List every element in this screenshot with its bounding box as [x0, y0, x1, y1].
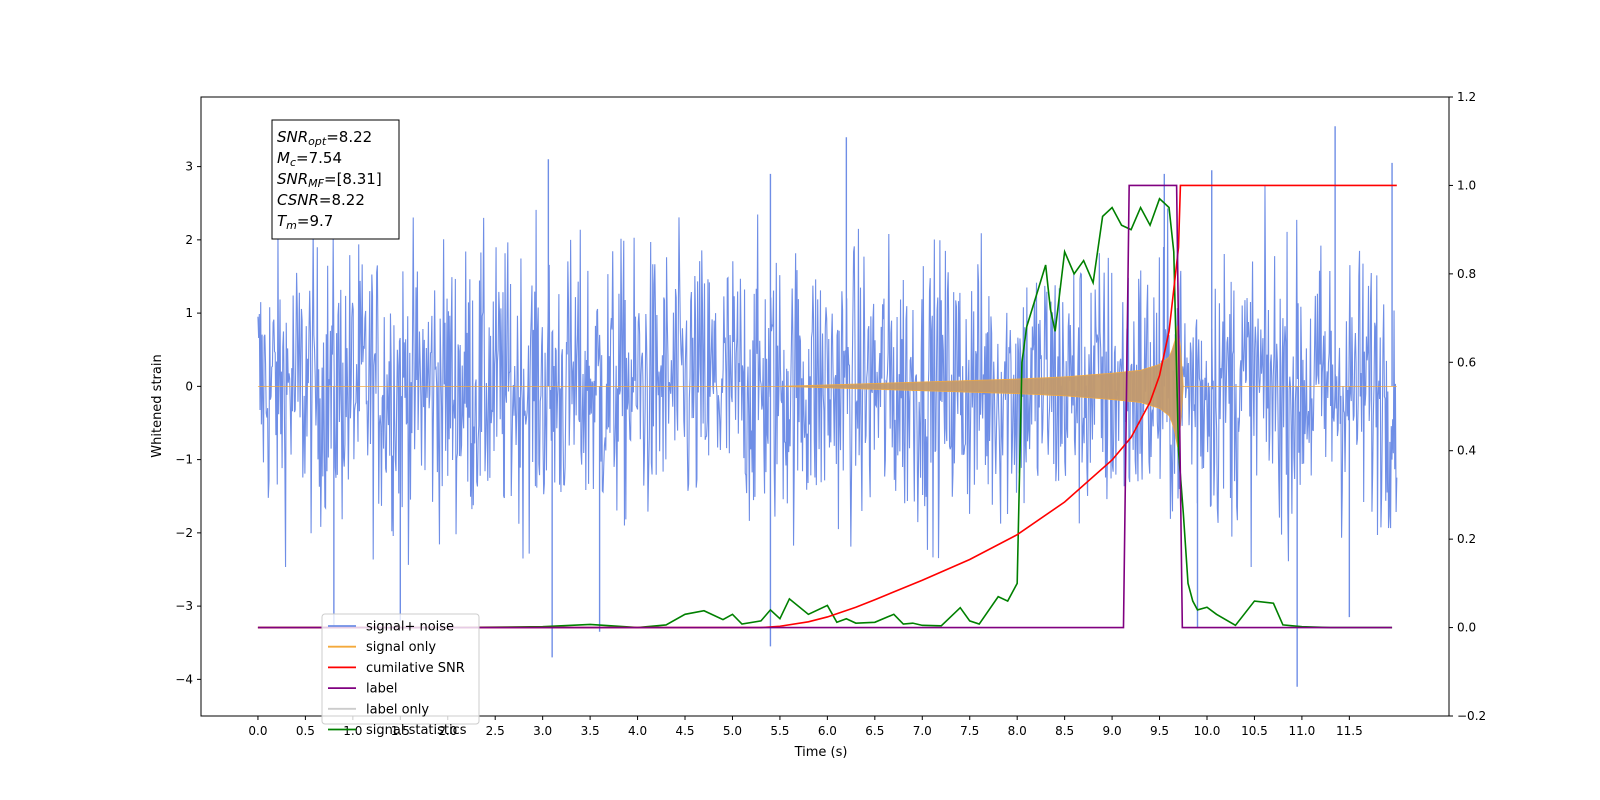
legend-entry: signal only	[366, 640, 436, 655]
x-tick-label: 4.0	[628, 724, 647, 738]
y2-tick-label: 0.0	[1457, 621, 1476, 635]
annotation-line: CSNR=8.22	[277, 191, 365, 209]
x-tick-label: 8.5	[1055, 724, 1074, 738]
x-tick-label: 8.0	[1008, 724, 1027, 738]
y-tick-label: 3	[185, 160, 193, 174]
y-tick-label: −1	[175, 453, 193, 467]
legend-entry: signal+ noise	[366, 620, 454, 635]
x-tick-label: 1.5	[391, 724, 410, 738]
y2-tick-label: 0.6	[1457, 355, 1476, 369]
x-tick-label: 6.5	[865, 724, 884, 738]
x-tick-label: 3.5	[581, 724, 600, 738]
label-line	[257, 184, 1393, 629]
y-tick-label: 2	[185, 233, 193, 247]
x-tick-label: 9.5	[1150, 724, 1169, 738]
x-tick-label: 7.5	[960, 724, 979, 738]
signal-noise-series	[257, 126, 1398, 687]
cumulative-snr-line	[257, 184, 1397, 629]
x-tick-label: 2.0	[438, 724, 457, 738]
x-tick-label: 6.0	[818, 724, 837, 738]
annotation-frame	[271, 119, 400, 240]
x-tick-label: 1.0	[343, 724, 362, 738]
x-axis-label: Time (s)	[794, 745, 848, 760]
legend-frame	[321, 613, 480, 725]
y-tick-label: −4	[175, 672, 193, 686]
y-tick-label: −2	[175, 526, 193, 540]
legend-entry: signal statistics	[366, 723, 467, 738]
x-tick-label: 3.0	[533, 724, 552, 738]
x-tick-label: 5.5	[770, 724, 789, 738]
x-tick-label: 2.5	[486, 724, 505, 738]
annotation-line: SNRopt=8.22	[277, 128, 372, 148]
legend-entry: label	[366, 682, 397, 697]
y2-tick-label: −0.2	[1457, 709, 1486, 723]
x-tick-label: 5.0	[723, 724, 742, 738]
legend: signal+ noise signal only cumilative SNR la…	[321, 613, 480, 738]
x-tick-label: 7.0	[913, 724, 932, 738]
x-tick-label: 10.5	[1241, 724, 1268, 738]
axes: 0.0 0.5 1.0 1.5 2.0 2.5 3.0 3.5 4.0 4.5 5.0 5.5 6.0 6…	[175, 90, 1486, 738]
y2-tick-label: 0.8	[1457, 267, 1476, 281]
y2-tick-label: 1.2	[1457, 90, 1476, 104]
x-tick-label: 10.0	[1194, 724, 1221, 738]
annotation-line: SNRMF=[8.31]	[277, 170, 382, 190]
legend-entry: label only	[366, 702, 429, 717]
x-tick-label: 9.0	[1103, 724, 1122, 738]
annotation-line: Tm=9.7	[277, 212, 333, 232]
x-tick-label: 0.0	[248, 724, 267, 738]
signal-only-trace	[257, 325, 1397, 448]
y-tick-label: 1	[185, 306, 193, 320]
x-tick-label: 0.5	[296, 724, 315, 738]
noise-trace	[257, 185, 1398, 568]
series-lines	[257, 184, 1397, 629]
signal-statistics-line	[257, 197, 1393, 629]
annotation-line: Mc=7.54	[277, 149, 342, 169]
legend-entry: cumilative SNR	[366, 661, 465, 676]
x-tick-label: 11.0	[1289, 724, 1316, 738]
plot-frame	[200, 96, 1450, 717]
y-tick-label: −3	[175, 599, 193, 613]
x-tick-label: 4.5	[675, 724, 694, 738]
y2-tick-label: 0.4	[1457, 444, 1476, 458]
y2-tick-label: 1.0	[1457, 178, 1476, 192]
x-tick-label: 11.5	[1336, 724, 1363, 738]
y-axis-label: Whitened strain	[150, 354, 165, 457]
y-tick-label: 0	[185, 379, 193, 393]
y2-tick-label: 0.2	[1457, 532, 1476, 546]
